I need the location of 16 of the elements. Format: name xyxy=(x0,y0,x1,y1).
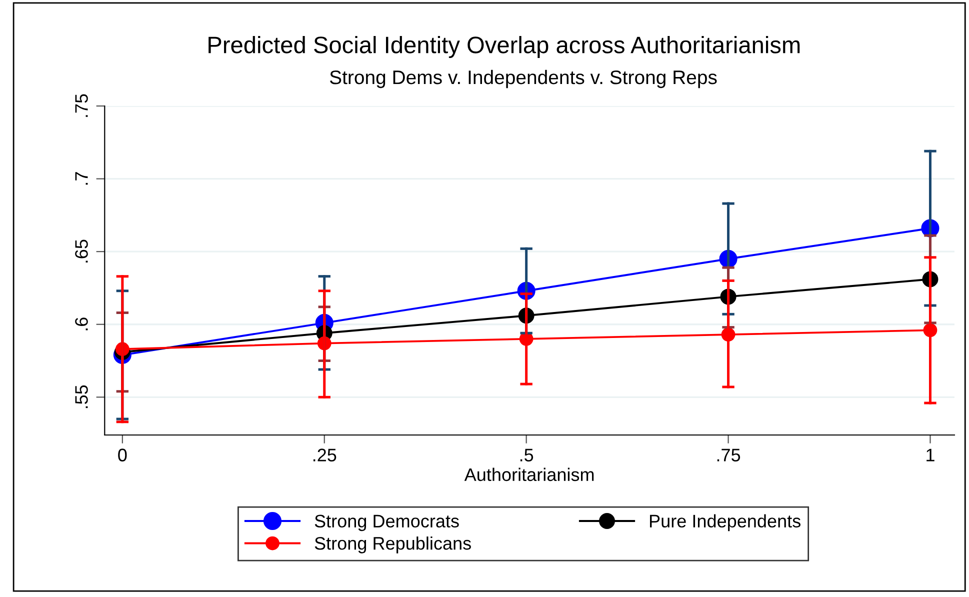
x-tick-label: .5 xyxy=(520,448,534,462)
chart-subtitle: Strong Dems v. Independents v. Strong Reps xyxy=(330,70,717,88)
x-axis-title: Authoritarianism xyxy=(464,468,594,482)
y-tick-label: .55 xyxy=(75,385,88,408)
chart-title: Predicted Social Identity Overlap across Authoritarianism xyxy=(208,36,800,58)
x-tick-label: .75 xyxy=(717,448,740,462)
y-tick-label: .6 xyxy=(75,318,88,330)
x-tick-label: 0 xyxy=(118,448,127,462)
x-tick-label: 1 xyxy=(926,448,934,462)
legend-label: Strong Democrats xyxy=(314,514,459,532)
y-tick-label: .7 xyxy=(75,172,88,185)
x-tick-label: .25 xyxy=(313,448,336,462)
legend-label: Strong Republicans xyxy=(314,536,471,554)
legend-label: Pure Independents xyxy=(650,514,800,532)
y-tick-label: .65 xyxy=(75,240,88,262)
y-tick-label: .75 xyxy=(75,94,88,117)
